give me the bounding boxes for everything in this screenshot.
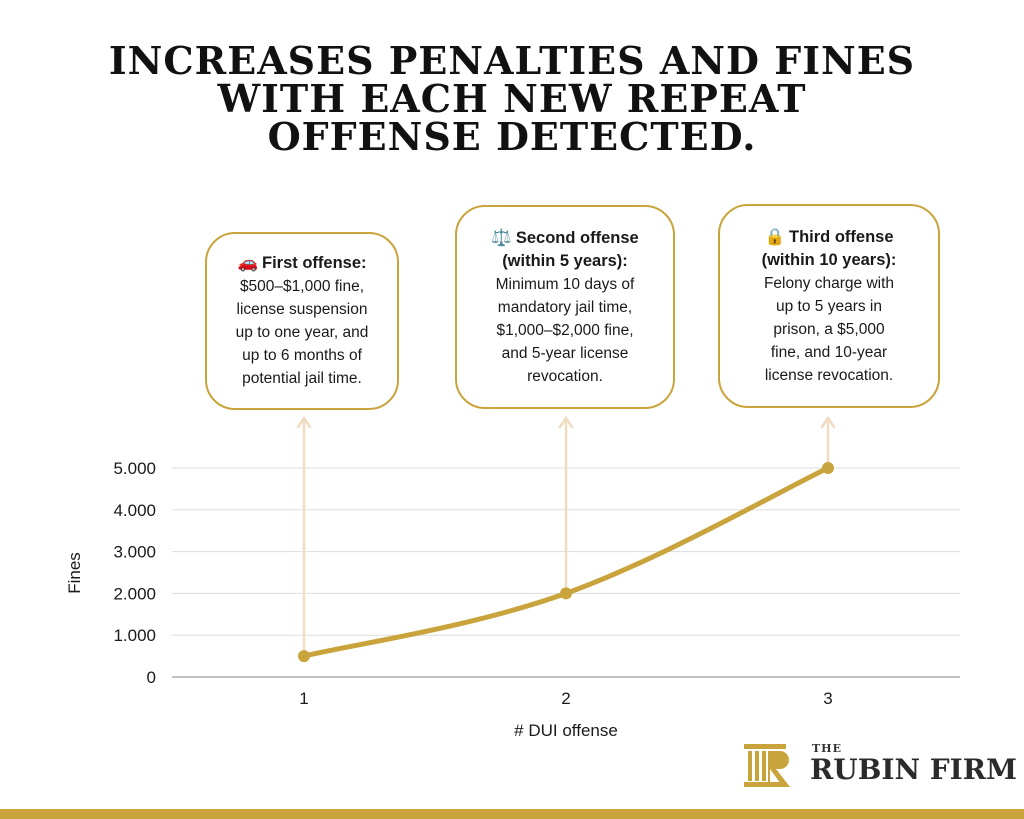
callout-arrowhead [296, 415, 312, 429]
logo-the: THE [812, 742, 842, 755]
car-icon: 🚗 [237, 254, 259, 272]
callout-line: up to 6 months of [242, 347, 362, 364]
rubin-firm-logo: THE RUBIN FIRM [742, 740, 1017, 790]
x-tick-label: 2 [561, 689, 570, 708]
title-line-2: WITH EACH NEW REPEAT [217, 76, 807, 121]
y-tick-label: 4.000 [113, 501, 156, 520]
callout-line: revocation. [527, 367, 603, 385]
y-tick-label: 1.000 [113, 626, 156, 645]
data-point [298, 650, 310, 663]
callout-line: license suspension [236, 301, 368, 318]
logo-name: RUBIN FIRM [810, 753, 1018, 786]
chart-title: INCREASES PENALTIES AND FINES WITH EACH … [62, 42, 962, 156]
callout-line: license revocation. [764, 366, 894, 384]
x-tick-label: 3 [823, 689, 832, 708]
callout-line: prison, a $5,000 [773, 320, 885, 338]
callout-line: fine, and 10-year [770, 343, 888, 361]
y-tick-label: 0 [147, 668, 156, 687]
data-point [560, 587, 572, 600]
title-line-3: OFFENSE DETECTED. [267, 114, 757, 159]
callout-line: potential jail time. [242, 370, 362, 387]
callout-heading: ⚖️ Second offense [491, 228, 639, 247]
callout-subheading: (within 10 years): [761, 250, 897, 269]
lock-icon: 🔒 [764, 227, 786, 246]
callout-heading: 🚗 First offense: [237, 254, 367, 272]
callout-line: up to one year, and [235, 324, 369, 341]
callout-second-offense: ⚖️ Second offense (within 5 years): Minim… [455, 205, 675, 409]
pillar-logo-icon [744, 744, 790, 787]
callout-arrowhead [558, 415, 574, 429]
y-tick-label: 5.000 [113, 459, 156, 478]
callout-arrowhead [820, 415, 836, 429]
callout-line: mandatory jail time, [497, 298, 633, 316]
callout-first-offense: 🚗 First offense: $500–$1,000 fine, licens… [205, 232, 399, 410]
data-point [822, 462, 834, 474]
callout-line: Minimum 10 days of [495, 275, 635, 293]
y-axis-label: Fines [65, 552, 84, 594]
callout-line: up to 5 years in [776, 297, 882, 315]
callout-subheading: (within 5 years): [502, 251, 628, 270]
callout-line: and 5-year license [501, 344, 629, 362]
callout-line: Felony charge with [763, 274, 895, 292]
y-tick-label: 2.000 [113, 584, 156, 603]
x-axis-label: # DUI offense [514, 721, 618, 740]
callout-line: $1,000–$2,000 fine, [496, 321, 634, 339]
callout-heading: 🔒 Third offense [764, 227, 894, 246]
callout-third-offense: 🔒 Third offense (within 10 years): Felony… [718, 204, 940, 408]
callout-line: $500–$1,000 fine, [239, 278, 365, 295]
scales-icon: ⚖️ [491, 228, 512, 247]
x-tick-label: 1 [299, 689, 308, 708]
bottom-accent-bar [0, 809, 1024, 819]
y-tick-label: 3.000 [113, 543, 156, 562]
title-line-1: INCREASES PENALTIES AND FINES [108, 38, 916, 83]
